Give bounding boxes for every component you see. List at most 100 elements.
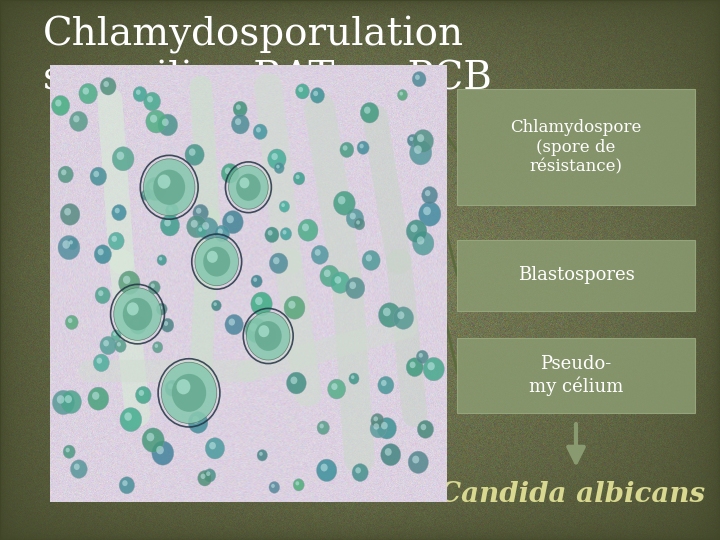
Circle shape — [66, 315, 78, 329]
Circle shape — [311, 245, 328, 264]
Circle shape — [302, 224, 309, 231]
Circle shape — [104, 81, 109, 87]
Circle shape — [317, 421, 329, 435]
Circle shape — [356, 220, 360, 225]
Circle shape — [328, 379, 346, 399]
Circle shape — [269, 253, 288, 273]
Circle shape — [240, 178, 249, 188]
Circle shape — [384, 448, 392, 456]
Circle shape — [420, 424, 426, 430]
Circle shape — [253, 278, 257, 282]
Circle shape — [114, 208, 120, 213]
Circle shape — [114, 340, 126, 352]
Circle shape — [349, 282, 356, 289]
Circle shape — [397, 90, 408, 100]
Circle shape — [100, 78, 116, 95]
Circle shape — [271, 484, 275, 488]
Circle shape — [310, 87, 325, 103]
Text: Blastospores: Blastospores — [518, 266, 634, 285]
Circle shape — [381, 422, 388, 429]
Circle shape — [155, 344, 158, 348]
Circle shape — [196, 208, 202, 214]
Circle shape — [282, 230, 287, 234]
Circle shape — [203, 247, 230, 276]
Circle shape — [354, 218, 365, 230]
Circle shape — [125, 413, 132, 421]
Circle shape — [340, 142, 354, 158]
Circle shape — [428, 362, 435, 370]
Circle shape — [165, 380, 180, 396]
Circle shape — [269, 482, 279, 493]
Circle shape — [288, 301, 295, 309]
Circle shape — [423, 207, 431, 215]
Circle shape — [357, 141, 369, 154]
Circle shape — [60, 204, 80, 225]
Circle shape — [65, 395, 72, 403]
Circle shape — [362, 251, 380, 271]
Circle shape — [73, 116, 79, 123]
Circle shape — [235, 118, 241, 125]
Circle shape — [145, 177, 166, 200]
Circle shape — [346, 209, 364, 228]
Circle shape — [320, 265, 339, 287]
Circle shape — [225, 314, 243, 335]
Circle shape — [55, 99, 61, 106]
Circle shape — [162, 118, 168, 126]
Circle shape — [161, 215, 179, 236]
Circle shape — [246, 312, 290, 360]
Circle shape — [111, 330, 121, 341]
Circle shape — [406, 220, 427, 242]
Circle shape — [64, 208, 71, 215]
Circle shape — [331, 383, 338, 390]
Circle shape — [108, 232, 124, 250]
Circle shape — [273, 257, 279, 264]
Circle shape — [94, 245, 112, 264]
Circle shape — [147, 433, 154, 441]
Circle shape — [410, 140, 432, 165]
Circle shape — [172, 374, 206, 412]
Circle shape — [133, 319, 139, 326]
Circle shape — [284, 296, 305, 319]
Circle shape — [228, 319, 235, 326]
Circle shape — [195, 238, 238, 286]
Circle shape — [176, 379, 190, 394]
Circle shape — [400, 92, 403, 96]
Circle shape — [135, 387, 151, 404]
Circle shape — [379, 303, 400, 327]
Circle shape — [417, 237, 424, 245]
Circle shape — [231, 114, 249, 134]
Circle shape — [157, 255, 166, 265]
Circle shape — [210, 442, 216, 449]
Circle shape — [408, 134, 418, 146]
Circle shape — [371, 414, 384, 428]
Circle shape — [258, 325, 269, 337]
Circle shape — [57, 395, 65, 404]
Circle shape — [360, 103, 379, 123]
Circle shape — [112, 205, 126, 221]
Circle shape — [120, 408, 142, 431]
Circle shape — [153, 170, 185, 205]
Circle shape — [192, 416, 199, 423]
Circle shape — [158, 306, 162, 310]
Circle shape — [229, 165, 269, 209]
Circle shape — [246, 318, 267, 342]
Circle shape — [422, 186, 438, 204]
Circle shape — [201, 474, 205, 479]
Circle shape — [296, 174, 300, 179]
Circle shape — [153, 342, 163, 353]
Circle shape — [257, 450, 267, 461]
Circle shape — [74, 463, 80, 470]
Circle shape — [425, 190, 431, 196]
Circle shape — [117, 342, 121, 347]
Circle shape — [198, 227, 202, 232]
Circle shape — [63, 240, 70, 249]
Circle shape — [163, 321, 168, 326]
Circle shape — [213, 302, 217, 306]
Circle shape — [68, 318, 73, 323]
Circle shape — [423, 357, 444, 381]
Circle shape — [60, 390, 81, 414]
Circle shape — [205, 438, 225, 459]
Circle shape — [330, 272, 350, 293]
Circle shape — [236, 104, 240, 110]
Circle shape — [143, 159, 195, 215]
